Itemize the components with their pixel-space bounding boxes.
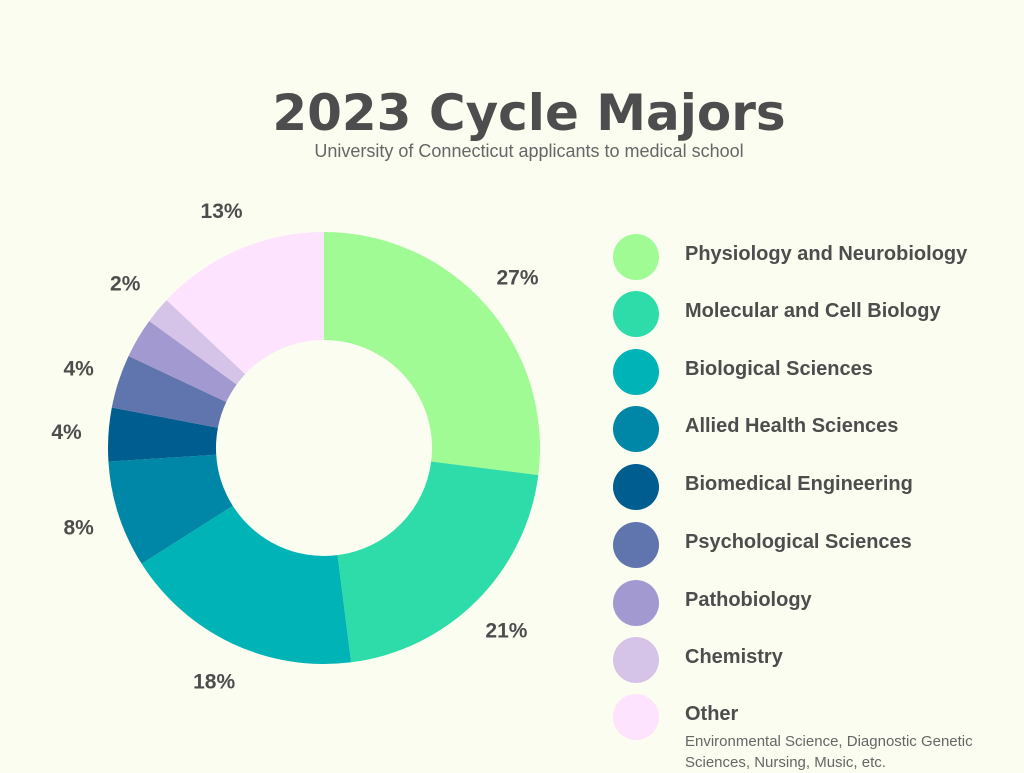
legend-label: Molecular and Cell Biology <box>685 300 941 322</box>
page-title: 2023 Cycle Majors <box>272 84 786 142</box>
legend-label: Allied Health Sciences <box>685 415 899 437</box>
legend-label: Psychological Sciences <box>685 531 912 553</box>
legend-label: Pathobiology <box>685 589 812 611</box>
donut-slice-psychological-sciences <box>111 356 227 428</box>
legend-swatch <box>613 580 659 626</box>
slice-percent-label: 27% <box>497 266 539 289</box>
donut-slice-allied-health-sciences <box>108 454 233 564</box>
legend-label: Physiology and Neurobiology <box>685 243 968 265</box>
legend-swatch <box>613 637 659 683</box>
donut-slice-molecular-and-cell-biology <box>337 461 539 663</box>
slice-percent-label: 8% <box>63 517 94 540</box>
legend-swatch <box>613 694 659 740</box>
donut-slice-physiology-and-neurobiology <box>324 232 540 476</box>
legend-label: Other <box>685 703 739 725</box>
slice-percent-label: 21% <box>485 619 527 642</box>
donut-slice-biomedical-engineering <box>107 407 218 462</box>
slice-percent-label: 2% <box>110 273 141 296</box>
donut-slice-biological-sciences <box>141 505 352 664</box>
slice-percent-label: 4% <box>63 357 94 380</box>
legend-note: Environmental Science, Diagnostic Geneti… <box>685 733 973 771</box>
legend-swatch <box>613 464 659 510</box>
donut-slice-pathobiology <box>128 321 237 403</box>
slice-percent-label: 4% <box>51 421 82 444</box>
slice-percent-label: 13% <box>201 200 243 223</box>
legend-swatch <box>613 522 659 568</box>
legend-swatch <box>613 406 659 452</box>
legend-swatch <box>613 291 659 337</box>
legend-label: Biomedical Engineering <box>685 473 913 495</box>
donut-slice-other <box>166 232 324 375</box>
donut-slice-chemistry <box>149 300 246 385</box>
legend-label: Biological Sciences <box>685 358 873 380</box>
page-subtitle: University of Connecticut applicants to … <box>314 141 744 161</box>
legend-swatch <box>613 349 659 395</box>
legend-swatch <box>613 234 659 280</box>
slice-percent-label: 18% <box>193 670 235 693</box>
legend-label: Chemistry <box>685 646 783 668</box>
